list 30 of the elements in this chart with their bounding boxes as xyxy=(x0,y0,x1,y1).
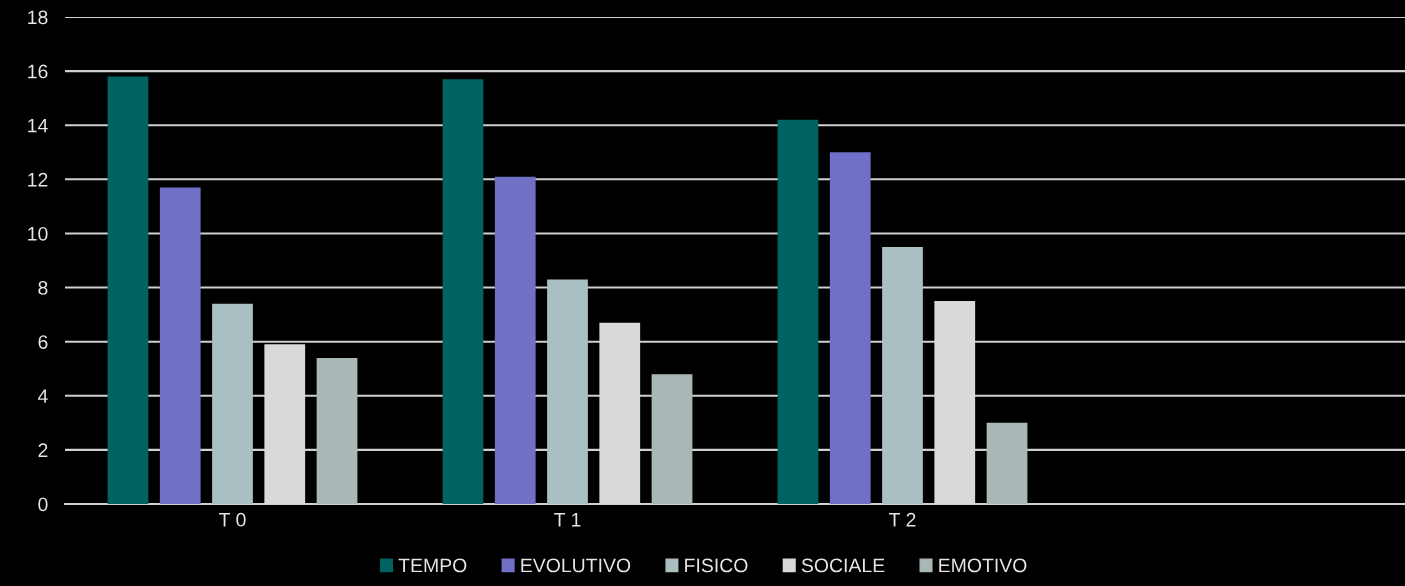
x-tick-label: T 0 xyxy=(219,512,246,527)
legend-label: SOCIALE xyxy=(801,558,885,573)
bar xyxy=(107,76,149,504)
y-tick-label: 6 xyxy=(38,335,48,349)
bar xyxy=(494,176,536,504)
legend-label: TEMPO xyxy=(398,558,467,573)
y-tick-label: 8 xyxy=(38,281,48,295)
x-tick-label: T 2 xyxy=(889,512,916,527)
legend-label: EMOTIVO xyxy=(939,558,1027,573)
bar xyxy=(777,119,819,504)
legend-label: EVOLUTIVO xyxy=(521,558,631,573)
y-tick-label: 0 xyxy=(38,497,48,512)
bar xyxy=(159,187,201,504)
bar xyxy=(547,279,588,504)
bar xyxy=(882,246,923,504)
bar xyxy=(212,303,253,504)
bar xyxy=(829,152,871,504)
bar xyxy=(442,79,484,504)
x-tick-label: T 1 xyxy=(554,513,581,527)
y-tick-label: 18 xyxy=(28,10,48,25)
legend-label: FISICO xyxy=(685,558,748,573)
y-tick-label: 2 xyxy=(38,443,48,457)
y-tick-label: 4 xyxy=(37,389,48,403)
bar xyxy=(316,357,358,504)
y-tick-label: 14 xyxy=(28,118,48,133)
y-tick-label: 10 xyxy=(28,226,48,241)
bar xyxy=(986,422,1028,504)
y-tick-label: 16 xyxy=(28,64,48,79)
bar xyxy=(651,374,693,504)
y-tick-label: 12 xyxy=(28,172,48,187)
